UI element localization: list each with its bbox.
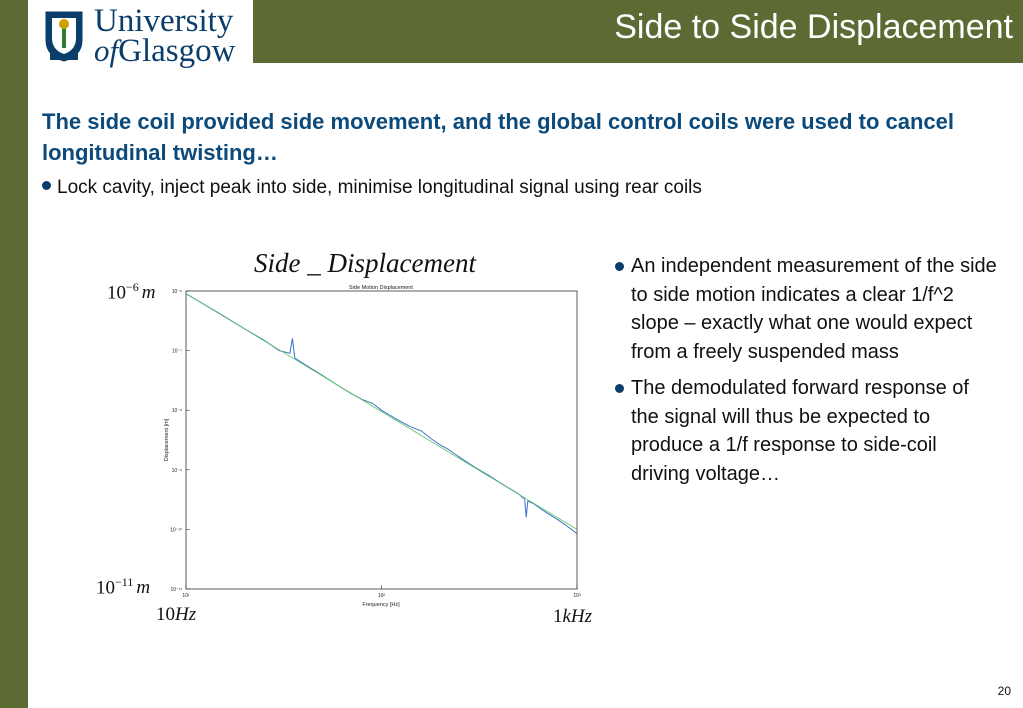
right-bullet-1-text: An independent measurement of the side t… — [631, 255, 997, 363]
chart-title: Side Motion Displacement — [349, 285, 413, 291]
right-bullet-2-text: The demodulated forward response of the … — [631, 377, 969, 485]
y-top-label: 10−6 m — [107, 280, 156, 304]
logo-of: of — [94, 33, 119, 68]
y-bottom-label: 10−11 m — [96, 575, 151, 599]
right-bullet-1: An independent measurement of the side t… — [613, 252, 998, 366]
logo-wordmark: University ofGlasgow — [94, 3, 236, 69]
x-left-label: 10Hz — [156, 604, 197, 625]
fit-series-line — [185, 293, 578, 530]
y-tick-label: 10⁻¹⁰ — [170, 527, 182, 533]
page-number: 20 — [997, 684, 1011, 698]
crest-icon — [45, 11, 83, 62]
y-axis-label: Displacement [m] — [164, 418, 170, 461]
y-tick-label: 10⁻⁷ — [172, 349, 182, 355]
headline: The side coil provided side movement, an… — [42, 109, 954, 165]
bullet-dot-icon — [42, 181, 51, 191]
y-tick-label: 10⁻⁸ — [172, 408, 182, 414]
logo-line1: University — [94, 3, 234, 39]
top-bullet-text: Lock cavity, inject peak into side, mini… — [57, 177, 702, 198]
right-bullet-2: The demodulated forward response of the … — [613, 374, 998, 488]
bullet-dot-icon — [615, 262, 624, 271]
x-axis-label: Frequency [Hz] — [362, 602, 400, 608]
y-tick-label: 10⁻¹¹ — [170, 587, 182, 593]
left-band — [0, 0, 28, 708]
top-bullet: Lock cavity, inject peak into side, mini… — [42, 177, 702, 199]
x-right-label: 1kHz — [553, 606, 593, 627]
y-tick-label: 10⁻⁹ — [172, 468, 182, 474]
logo-line2: Glasgow — [118, 33, 236, 69]
header-band: Side to Side Displacement — [253, 0, 1023, 63]
slide-title: Side to Side Displacement — [614, 8, 1013, 46]
x-tick-label: 10¹ — [182, 593, 190, 599]
displacement-series-line — [185, 293, 578, 534]
plot-heading: Side _ Displacement — [254, 248, 476, 278]
x-tick-label: 10³ — [573, 593, 581, 599]
y-tick-label: 10⁻⁶ — [172, 289, 182, 295]
right-bullets: An independent measurement of the side t… — [613, 252, 998, 496]
bullet-dot-icon — [615, 384, 624, 393]
plot-frame — [185, 290, 578, 590]
x-tick-label: 10² — [378, 593, 386, 599]
